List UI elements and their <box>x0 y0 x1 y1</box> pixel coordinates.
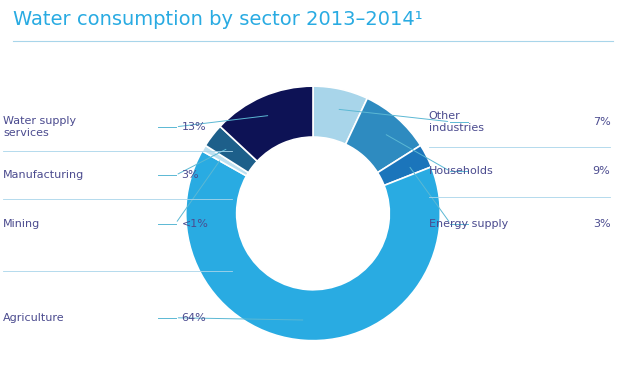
Wedge shape <box>220 86 313 161</box>
Text: Households: Households <box>429 166 493 177</box>
Wedge shape <box>202 146 249 176</box>
Text: 3%: 3% <box>593 218 610 229</box>
Wedge shape <box>377 146 431 185</box>
Text: Water supply
services: Water supply services <box>3 116 76 138</box>
Text: 13%: 13% <box>182 122 206 132</box>
Text: 64%: 64% <box>182 313 207 323</box>
Text: Manufacturing: Manufacturing <box>3 170 85 180</box>
Text: Water consumption by sector 2013–2014¹: Water consumption by sector 2013–2014¹ <box>13 10 422 29</box>
Text: 3%: 3% <box>182 170 199 180</box>
Wedge shape <box>313 86 367 144</box>
Text: 9%: 9% <box>593 166 610 177</box>
Text: Agriculture: Agriculture <box>3 313 64 323</box>
Text: <1%: <1% <box>182 218 208 229</box>
Wedge shape <box>186 151 440 341</box>
Wedge shape <box>346 98 421 173</box>
Wedge shape <box>205 126 257 173</box>
Text: Mining: Mining <box>3 218 41 229</box>
Text: Energy supply: Energy supply <box>429 218 508 229</box>
Text: Other
industries: Other industries <box>429 111 484 133</box>
Text: 7%: 7% <box>593 117 610 127</box>
